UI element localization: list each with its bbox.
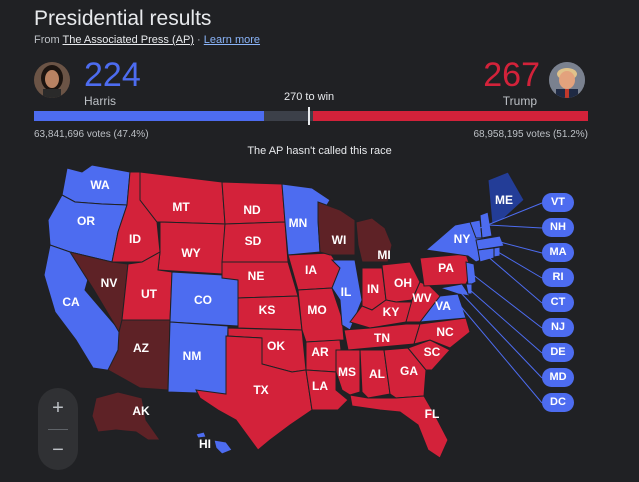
- label-me: ME: [495, 193, 513, 207]
- state-mt[interactable]: [139, 171, 226, 225]
- label-ky: KY: [383, 305, 400, 319]
- pill-dc[interactable]: DC: [542, 393, 574, 412]
- harris-electoral-votes: 224: [84, 56, 141, 94]
- state-ma[interactable]: [475, 235, 505, 251]
- label-nv: NV: [101, 276, 118, 290]
- pill-ri[interactable]: RI: [542, 268, 574, 287]
- state-ak[interactable]: [91, 391, 161, 441]
- label-pa: PA: [438, 261, 454, 275]
- label-fl: FL: [425, 407, 440, 421]
- state-wy[interactable]: [157, 221, 226, 275]
- harris-name: Harris: [84, 94, 116, 108]
- state-de[interactable]: [465, 283, 473, 295]
- page-title: Presidential results: [34, 7, 212, 30]
- source-line: From The Associated Press (AP) · Learn m…: [34, 34, 261, 46]
- pill-de[interactable]: DE: [542, 343, 574, 362]
- small-state-leaders: [451, 202, 543, 404]
- state-hi[interactable]: [213, 439, 233, 455]
- label-ut: UT: [141, 287, 158, 301]
- label-mi: MI: [377, 248, 390, 262]
- label-in: IN: [367, 282, 379, 296]
- zoom-out-button[interactable]: −: [52, 439, 64, 461]
- label-tx: TX: [253, 383, 268, 397]
- label-nm: NM: [183, 349, 202, 363]
- state-wi[interactable]: [317, 201, 356, 256]
- label-mo: MO: [307, 303, 326, 317]
- state-il[interactable]: [330, 259, 363, 331]
- state-mi[interactable]: [355, 217, 393, 263]
- state-ky[interactable]: [349, 299, 413, 329]
- state-ri[interactable]: [493, 246, 501, 258]
- label-tn: TN: [374, 331, 390, 345]
- label-ca: CA: [62, 295, 80, 309]
- label-ga: GA: [400, 364, 418, 378]
- state-nc[interactable]: [413, 317, 471, 349]
- source-link[interactable]: The Associated Press (AP): [62, 34, 194, 46]
- pill-nh[interactable]: NH: [542, 218, 574, 237]
- learn-more-link[interactable]: Learn more: [203, 34, 261, 46]
- pill-ct[interactable]: CT: [542, 293, 574, 312]
- label-il: IL: [341, 285, 352, 299]
- trump-name: Trump: [502, 94, 537, 108]
- label-ne: NE: [248, 269, 265, 283]
- label-wa: WA: [90, 178, 110, 192]
- label-wy: WY: [181, 246, 200, 260]
- label-ia: IA: [305, 263, 317, 277]
- label-or: OR: [77, 214, 95, 228]
- state-hi-island[interactable]: [195, 431, 207, 439]
- label-va: VA: [435, 299, 451, 313]
- label-wv: WV: [412, 291, 431, 305]
- state-tx[interactable]: [195, 335, 313, 451]
- label-nc: NC: [436, 325, 454, 339]
- label-sd: SD: [245, 234, 262, 248]
- label-ak: AK: [132, 404, 150, 418]
- state-fl[interactable]: [349, 394, 449, 459]
- state-md[interactable]: [439, 283, 472, 297]
- zoom-control: + −: [38, 388, 78, 470]
- state-me[interactable]: [487, 171, 525, 225]
- pill-vt[interactable]: VT: [542, 193, 574, 212]
- label-oh: OH: [394, 276, 412, 290]
- harris-avatar: [34, 62, 70, 98]
- label-ok: OK: [267, 339, 285, 353]
- zoom-in-button[interactable]: +: [52, 397, 64, 419]
- trump-electoral-votes: 267: [483, 56, 540, 94]
- label-ks: KS: [259, 303, 276, 317]
- pill-ma[interactable]: MA: [542, 243, 574, 262]
- electoral-progress-bar: [34, 107, 588, 125]
- state-nh[interactable]: [479, 211, 493, 239]
- label-ar: AR: [311, 345, 329, 359]
- state-al[interactable]: [359, 349, 391, 399]
- label-ms: MS: [338, 365, 356, 379]
- label-ny: NY: [454, 232, 471, 246]
- trump-bar-fill: [313, 111, 588, 121]
- label-al: AL: [369, 367, 385, 381]
- label-mt: MT: [172, 200, 190, 214]
- label-mn: MN: [289, 216, 308, 230]
- label-id: ID: [129, 232, 141, 246]
- state-nj[interactable]: [465, 261, 477, 287]
- label-co: CO: [194, 293, 212, 307]
- label-nd: ND: [243, 203, 261, 217]
- trump-popular-votes: 68,958,195 votes (51.2%): [473, 129, 588, 140]
- race-status: The AP hasn't called this race: [247, 145, 392, 157]
- label-wi: WI: [332, 233, 347, 247]
- harris-bar-fill: [34, 111, 264, 121]
- to-win-marker: [308, 107, 310, 125]
- label-hi: HI: [199, 437, 211, 451]
- trump-avatar: [549, 62, 585, 98]
- label-sc: SC: [424, 345, 441, 359]
- label-az: AZ: [133, 341, 149, 355]
- harris-popular-votes: 63,841,696 votes (47.4%): [34, 129, 149, 140]
- pill-md[interactable]: MD: [542, 368, 574, 387]
- label-la: LA: [312, 379, 328, 393]
- zoom-divider: [48, 429, 68, 430]
- pill-nj[interactable]: NJ: [542, 318, 574, 337]
- to-win-label: 270 to win: [284, 91, 335, 103]
